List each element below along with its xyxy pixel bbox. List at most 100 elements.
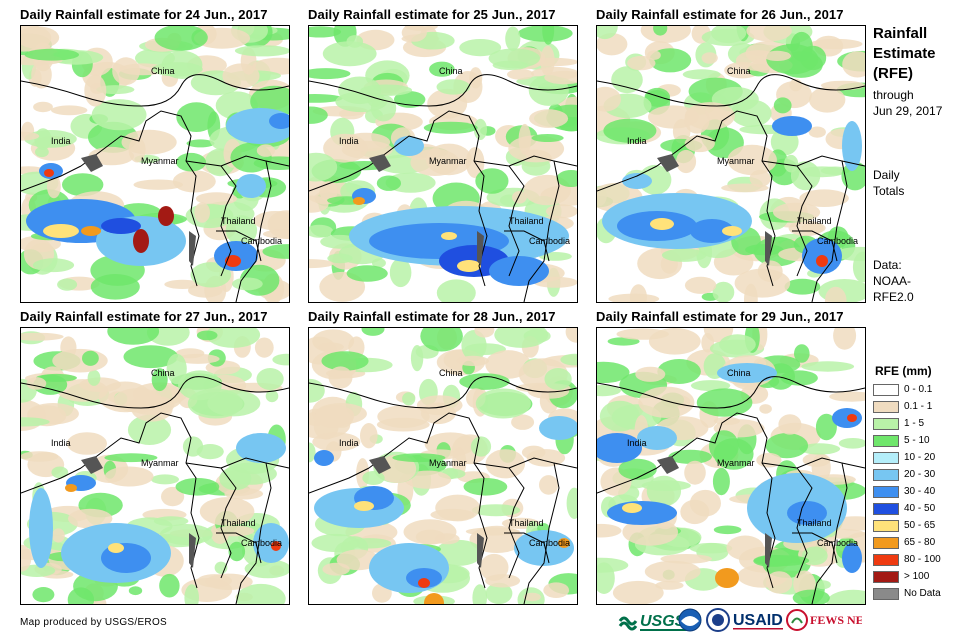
legend-swatch [873, 587, 899, 600]
legend-label: > 100 [904, 571, 930, 582]
legend-label: 5 - 10 [904, 435, 930, 446]
map-label-cambodia: Cambodia [817, 538, 859, 548]
sidebar-date: Jun 29, 2017 [873, 104, 943, 118]
map-label-thailand: Thailand [221, 518, 256, 528]
legend-item: 65 - 80 [873, 535, 935, 550]
legend-label: 65 - 80 [904, 537, 936, 548]
map-label-thailand: Thailand [797, 518, 832, 528]
legend-label: No Data [904, 588, 941, 599]
panel-title: Daily Rainfall estimate for 27 Jun., 201… [20, 309, 268, 324]
rainfall-map: China India Myanmar Thailand Cambodia [596, 25, 866, 303]
map-label-india: India [339, 136, 359, 146]
map-label-china: China [439, 368, 463, 378]
sidebar-data-label: Data: [873, 258, 902, 272]
sidebar-title-line3: (RFE) [873, 65, 913, 82]
map-label-myanmar: Myanmar [429, 458, 467, 468]
legend-item: 50 - 65 [873, 518, 935, 533]
legend-swatch [873, 536, 899, 549]
map-label-cambodia: Cambodia [241, 236, 283, 246]
legend-swatch [873, 468, 899, 481]
legend-item: 5 - 10 [873, 433, 930, 448]
legend-swatch [873, 434, 899, 447]
legend-label: 40 - 50 [904, 503, 936, 514]
legend-item: > 100 [873, 569, 929, 584]
rainfall-map: China India Myanmar Thailand Cambodia [308, 327, 578, 605]
sidebar-data-source1: NOAA- [873, 274, 912, 288]
panel-title: Daily Rainfall estimate for 28 Jun., 201… [308, 309, 556, 324]
panel-title: Daily Rainfall estimate for 24 Jun., 201… [20, 7, 268, 22]
legend-label: 1 - 5 [904, 418, 925, 429]
rainfall-map-panel: Daily Rainfall estimate for 26 Jun., 201… [596, 7, 866, 303]
panel-title: Daily Rainfall estimate for 26 Jun., 201… [596, 7, 844, 22]
legend-swatch [873, 451, 899, 464]
map-label-cambodia: Cambodia [529, 236, 571, 246]
legend-swatch [873, 570, 899, 583]
usaid-logo: USAID [733, 607, 789, 633]
sidebar-title: Rainfall Estimate (RFE) [873, 24, 936, 84]
sidebar-data-source2: RFE2.0 [873, 290, 914, 304]
legend-item: No Data [873, 586, 941, 601]
legend-item: 10 - 20 [873, 450, 935, 465]
map-label-india: India [627, 136, 647, 146]
fewsnet-logo-text: FEWS NET [810, 613, 862, 627]
sidebar-title-line1: Rainfall [873, 25, 928, 42]
rainfall-map: China India Myanmar Thailand Cambodia [20, 25, 290, 303]
map-label-thailand: Thailand [797, 216, 832, 226]
doi-seal-logo [706, 607, 730, 633]
sidebar-daily: Daily [873, 168, 900, 182]
footer-credit: Map produced by USGS/EROS [20, 617, 168, 628]
legend-swatch [873, 502, 899, 515]
map-label-thailand: Thailand [509, 216, 544, 226]
noaa-logo [678, 607, 702, 633]
map-label-cambodia: Cambodia [241, 538, 283, 548]
legend-label: 80 - 100 [904, 554, 941, 565]
legend-item: 0 - 0.1 [873, 382, 932, 397]
map-label-myanmar: Myanmar [141, 458, 179, 468]
legend-label: 30 - 40 [904, 486, 936, 497]
map-label-cambodia: Cambodia [817, 236, 859, 246]
map-label-china: China [151, 368, 175, 378]
legend-item: 80 - 100 [873, 552, 941, 567]
map-label-cambodia: Cambodia [529, 538, 571, 548]
map-label-india: India [51, 438, 71, 448]
legend-item: 30 - 40 [873, 484, 935, 499]
map-label-china: China [727, 368, 751, 378]
legend-label: 0.1 - 1 [904, 401, 933, 412]
panel-title: Daily Rainfall estimate for 25 Jun., 201… [308, 7, 556, 22]
map-label-thailand: Thailand [221, 216, 256, 226]
map-label-india: India [339, 438, 359, 448]
map-label-india: India [627, 438, 647, 448]
map-label-myanmar: Myanmar [429, 156, 467, 166]
rainfall-map-panel: Daily Rainfall estimate for 29 Jun., 201… [596, 309, 866, 605]
map-label-myanmar: Myanmar [141, 156, 179, 166]
legend-swatch [873, 383, 899, 396]
rainfall-map-panel: Daily Rainfall estimate for 25 Jun., 201… [308, 7, 578, 303]
legend-label: 0 - 0.1 [904, 384, 933, 395]
legend-swatch [873, 519, 899, 532]
sidebar-through: through [873, 88, 914, 102]
sidebar-totals: Totals [873, 184, 905, 198]
legend-swatch [873, 400, 899, 413]
map-label-myanmar: Myanmar [717, 156, 755, 166]
legend-swatch [873, 553, 899, 566]
rainfall-map: China India Myanmar Thailand Cambodia [20, 327, 290, 605]
sidebar-title-line2: Estimate [873, 45, 936, 62]
usgs-logo-text: USGS [640, 613, 686, 630]
legend-item: 20 - 30 [873, 467, 935, 482]
usaid-logo-text: USAID [733, 612, 783, 629]
panel-title: Daily Rainfall estimate for 29 Jun., 201… [596, 309, 844, 324]
map-label-china: China [727, 66, 751, 76]
fewsnet-logo: FEWS NET [786, 607, 862, 633]
legend-label: 50 - 65 [904, 520, 936, 531]
rainfall-map: China India Myanmar Thailand Cambodia [308, 25, 578, 303]
rainfall-map-panel: Daily Rainfall estimate for 28 Jun., 201… [308, 309, 578, 605]
map-label-china: China [151, 66, 175, 76]
usgs-logo: USGS [618, 607, 704, 633]
rainfall-map-panel: Daily Rainfall estimate for 24 Jun., 201… [20, 7, 290, 303]
map-label-india: India [51, 136, 71, 146]
rainfall-map-panel: Daily Rainfall estimate for 27 Jun., 201… [20, 309, 290, 605]
legend-label: 20 - 30 [904, 469, 936, 480]
legend-item: 1 - 5 [873, 416, 924, 431]
rainfall-map: China India Myanmar Thailand Cambodia [596, 327, 866, 605]
map-label-china: China [439, 66, 463, 76]
